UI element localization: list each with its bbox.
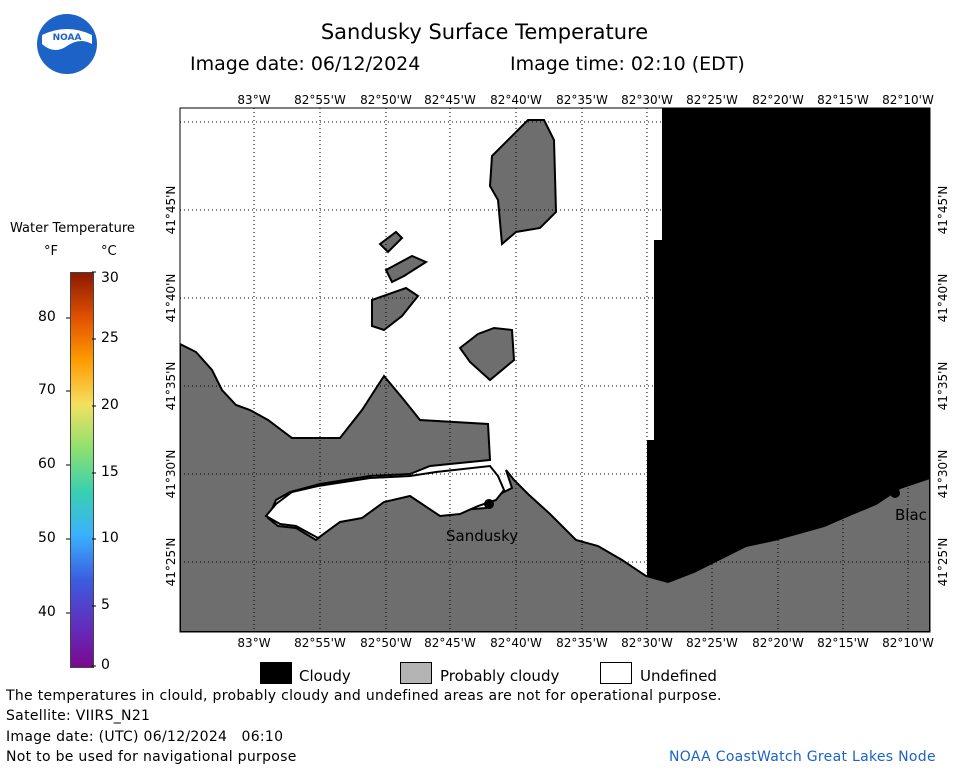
- lon-label: 82°10'W: [882, 93, 934, 107]
- colorbar-title: Water Temperature: [10, 221, 135, 236]
- land-island: [371, 286, 420, 332]
- satellite-text: Satellite: VIIRS_N21: [6, 708, 151, 724]
- legend-label-cloudy: Cloudy: [299, 667, 351, 685]
- colorbar-f-tick: 70: [38, 382, 56, 398]
- lon-label: 82°55'W: [294, 636, 346, 650]
- lat-label: 41°30'N: [936, 450, 950, 499]
- disclaimer-text: The temperatures in clould, probably clo…: [6, 688, 722, 704]
- city-label-partial: Blac: [895, 506, 927, 524]
- lon-label: 82°25'W: [686, 636, 738, 650]
- lon-label: 82°25'W: [686, 93, 738, 107]
- graticule: [180, 108, 930, 632]
- page-title: Sandusky Surface Temperature: [320, 20, 649, 44]
- lon-label: 82°55'W: [294, 93, 346, 107]
- lon-label: 82°15'W: [817, 636, 869, 650]
- lon-label: 82°30'W: [621, 93, 673, 107]
- land-island: [384, 254, 429, 284]
- cloudy-area: [647, 108, 930, 632]
- lon-label: 82°30'W: [621, 636, 673, 650]
- city-label-sandusky: Sandusky: [446, 527, 518, 545]
- lat-label: 41°40'N: [936, 274, 950, 323]
- lon-label: 82°10'W: [882, 636, 934, 650]
- logo-text: NOAA: [53, 33, 82, 43]
- colorbar-c-tick: 5: [101, 597, 110, 613]
- lon-label: 82°35'W: [556, 93, 608, 107]
- lon-label: 82°35'W: [556, 636, 608, 650]
- nav-warning-text: Not to be used for navigational purpose: [6, 749, 297, 765]
- map-frame: [179, 107, 931, 633]
- utc-date-text: Image date: (UTC) 06/12/2024 06:10: [6, 729, 284, 745]
- lon-label: 82°20'W: [752, 636, 804, 650]
- colorbar-c-tick: 30: [101, 270, 119, 286]
- legend-swatch-probably-cloudy: [400, 662, 432, 684]
- lon-label: 82°45'W: [424, 636, 476, 650]
- lon-label: 82°40'W: [490, 93, 542, 107]
- colorbar-ticks: [66, 271, 96, 667]
- lon-label: 83°W: [237, 93, 270, 107]
- lat-label: 41°40'N: [164, 274, 178, 323]
- colorbar: [70, 272, 94, 668]
- colorbar-c-tick: 15: [101, 464, 119, 480]
- map: Sandusky Blac 83°W 82°55'W 82°50'W 82°45…: [164, 93, 950, 650]
- colorbar-f-tick: 50: [38, 530, 56, 546]
- land-island: [458, 326, 516, 382]
- colorbar-c-tick: 20: [101, 397, 119, 413]
- colorbar-f-tick: 40: [38, 604, 56, 620]
- lon-label: 82°50'W: [360, 93, 412, 107]
- city-marker: [890, 488, 900, 498]
- image-date: Image date: 06/12/2024: [190, 53, 421, 75]
- legend-swatch-cloudy: [260, 662, 292, 684]
- land-island: [378, 230, 404, 254]
- legend-label-probably-cloudy: Probably cloudy: [440, 667, 560, 685]
- colorbar-c-tick: 25: [101, 330, 119, 346]
- noaa-logo-icon: NOAA: [37, 14, 97, 74]
- lat-label: 41°45'N: [936, 186, 950, 235]
- colorbar-f-tick: 60: [38, 456, 56, 472]
- colorbar-f-tick: 80: [38, 309, 56, 325]
- lon-label: 82°15'W: [817, 93, 869, 107]
- lat-label: 41°25'N: [936, 538, 950, 587]
- lon-label: 82°20'W: [752, 93, 804, 107]
- colorbar-unit-f: °F: [44, 244, 58, 259]
- land-island: [488, 119, 558, 247]
- credit-link[interactable]: NOAA CoastWatch Great Lakes Node: [669, 749, 936, 765]
- image-time: Image time: 02:10 (EDT): [510, 53, 745, 75]
- sandusky-marker: [484, 499, 494, 509]
- lon-label: 82°40'W: [490, 636, 542, 650]
- lat-label: 41°35'N: [164, 362, 178, 411]
- lat-label: 41°35'N: [936, 362, 950, 411]
- colorbar-c-tick: 0: [101, 657, 110, 673]
- lat-label: 41°45'N: [164, 186, 178, 235]
- lon-label: 82°50'W: [360, 636, 412, 650]
- lat-label: 41°25'N: [164, 538, 178, 587]
- colorbar-c-tick: 10: [101, 530, 119, 546]
- lon-label: 83°W: [237, 636, 270, 650]
- legend-swatch-undefined: [600, 662, 632, 684]
- lon-label: 82°45'W: [424, 93, 476, 107]
- lat-label: 41°30'N: [164, 450, 178, 499]
- colorbar-unit-c: °C: [101, 244, 117, 259]
- legend-label-undefined: Undefined: [640, 667, 717, 685]
